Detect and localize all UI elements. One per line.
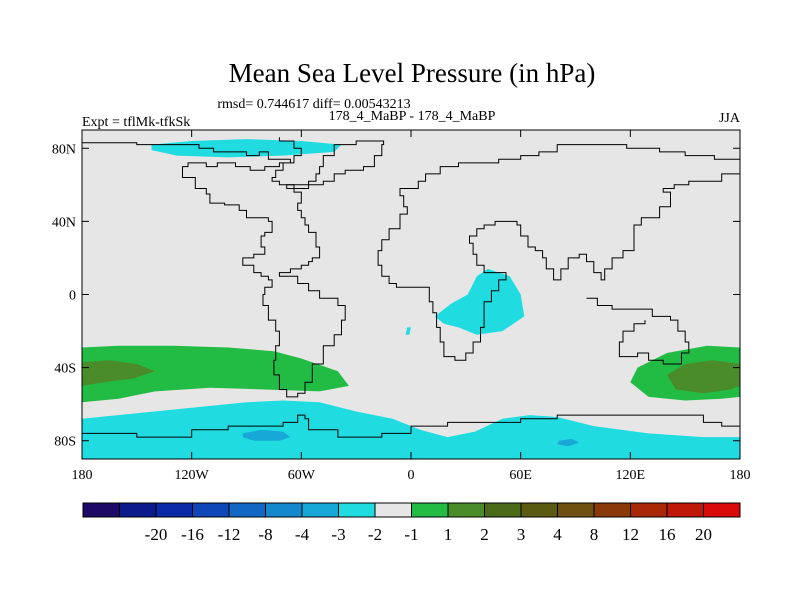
contour-region-southern-ocean-low-core bbox=[242, 429, 291, 441]
coastline-4 bbox=[586, 297, 690, 365]
contour-region-pacific-high-east-core bbox=[666, 360, 740, 394]
x-tick-label: 180 bbox=[730, 468, 751, 483]
y-tick-label: 80N bbox=[52, 142, 76, 157]
x-tick-label: 0 bbox=[408, 468, 415, 483]
colorbar-box bbox=[557, 502, 595, 518]
x-tick-label: 120E bbox=[616, 468, 646, 483]
contour-region-pacific-high-west-core bbox=[82, 360, 156, 386]
y-tick-label: 40N bbox=[52, 215, 76, 230]
colorbar-label: 12 bbox=[622, 525, 639, 544]
x-tick-label: 60W bbox=[288, 468, 316, 483]
colorbar-box bbox=[703, 502, 741, 518]
colorbar: -20 -16 -12 -8 -4 -3 -2 -1 1 2 3 4 8 12 16 20 bbox=[82, 502, 741, 544]
colorbar-label: -3 bbox=[331, 525, 345, 544]
contour-region-africa-low bbox=[434, 268, 525, 335]
colorbar-label: -8 bbox=[258, 525, 272, 544]
x-tick-label: 180 bbox=[72, 468, 93, 483]
contour-region-pacific-high-west bbox=[82, 345, 349, 403]
colorbar-box bbox=[338, 502, 376, 518]
y-tick-label: 80S bbox=[54, 435, 76, 450]
colorbar-label: 1 bbox=[444, 525, 453, 544]
colorbar-box bbox=[447, 502, 485, 518]
colorbar-label: -16 bbox=[181, 525, 204, 544]
colorbar-box bbox=[520, 502, 558, 518]
colorbar-label: -2 bbox=[368, 525, 382, 544]
colorbar-label: -20 bbox=[145, 525, 168, 544]
season-label: JJA bbox=[719, 111, 741, 126]
colorbar-label: -1 bbox=[404, 525, 418, 544]
colorbar-label: 16 bbox=[659, 525, 676, 544]
colorbar-box bbox=[484, 502, 522, 518]
map-background bbox=[82, 130, 740, 459]
coastline-2 bbox=[396, 144, 740, 230]
colorbar-box bbox=[155, 502, 193, 518]
colorbar-box bbox=[374, 502, 412, 518]
coastline-0 bbox=[82, 137, 346, 398]
experiment-label: Expt = tflMk-tfkSk bbox=[82, 115, 190, 130]
stats-line: rmsd= 0.744617 diff= 0.00543213 bbox=[217, 97, 410, 112]
colorbar-box bbox=[301, 502, 339, 518]
coastline-1 bbox=[286, 140, 385, 189]
y-tick-label: 40S bbox=[54, 362, 76, 377]
colorbar-box bbox=[411, 502, 449, 518]
contour-region-atlantic-speck bbox=[405, 327, 411, 335]
colorbar-box bbox=[265, 502, 303, 518]
colorbar-box bbox=[630, 502, 668, 518]
colorbar-label: 3 bbox=[517, 525, 526, 544]
coastline-5 bbox=[82, 414, 740, 438]
colorbar-box bbox=[192, 502, 230, 518]
colorbar-box bbox=[593, 502, 631, 518]
colorbar-label: 2 bbox=[480, 525, 489, 544]
colorbar-box bbox=[228, 502, 266, 518]
difference-label: 178_4_MaBP - 178_4_MaBP bbox=[329, 109, 496, 124]
colorbar-box bbox=[82, 502, 120, 518]
x-tick-label: 120W bbox=[175, 468, 210, 483]
contour-region-southern-ocean-low-core-east bbox=[557, 438, 580, 447]
colorbar-label: 8 bbox=[590, 525, 599, 544]
x-tick-label: 60E bbox=[509, 468, 532, 483]
colorbar-label: 20 bbox=[695, 525, 712, 544]
colorbar-label: -12 bbox=[218, 525, 241, 544]
chart-title: Mean Sea Level Pressure (in hPa) bbox=[229, 58, 596, 88]
coastline-3 bbox=[377, 173, 740, 361]
y-tick-label: 0 bbox=[69, 289, 76, 304]
colorbar-box bbox=[119, 502, 157, 518]
colorbar-box bbox=[666, 502, 704, 518]
axis-ticks: 180 120W 60W 0 60E 120E 180 80N 40N 0 40S 80S bbox=[52, 130, 751, 483]
coastline-layer bbox=[82, 137, 740, 438]
colorbar-label: 4 bbox=[553, 525, 562, 544]
colorbar-label: -4 bbox=[295, 525, 310, 544]
